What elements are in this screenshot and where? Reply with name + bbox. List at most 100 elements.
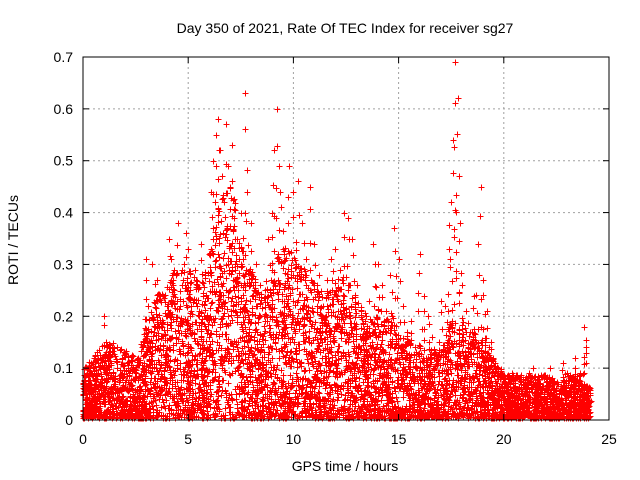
data-point bbox=[340, 292, 347, 299]
data-point bbox=[305, 360, 312, 367]
data-point bbox=[400, 394, 407, 401]
data-point bbox=[267, 325, 274, 332]
data-point bbox=[355, 300, 362, 307]
chart-title: Day 350 of 2021, Rate Of TEC Index for r… bbox=[177, 20, 514, 36]
data-point bbox=[216, 254, 223, 261]
data-point bbox=[226, 288, 233, 295]
data-point bbox=[341, 293, 348, 300]
data-point bbox=[266, 322, 273, 329]
data-point bbox=[287, 372, 294, 379]
data-point bbox=[334, 365, 341, 372]
data-point bbox=[225, 380, 232, 387]
data-point bbox=[207, 305, 214, 312]
data-point bbox=[363, 313, 370, 320]
data-point bbox=[245, 403, 252, 410]
data-point bbox=[285, 335, 292, 342]
data-point bbox=[231, 196, 238, 203]
data-point bbox=[318, 335, 325, 342]
data-point bbox=[295, 310, 302, 317]
data-point bbox=[208, 300, 215, 307]
data-point bbox=[285, 296, 292, 303]
data-point bbox=[297, 360, 304, 367]
data-point bbox=[371, 384, 378, 391]
data-point bbox=[332, 280, 339, 287]
data-point bbox=[349, 295, 356, 302]
data-point bbox=[215, 377, 222, 384]
data-point bbox=[285, 275, 292, 282]
data-point bbox=[287, 349, 294, 356]
data-point bbox=[434, 398, 441, 405]
data-point bbox=[269, 355, 276, 362]
data-point bbox=[316, 383, 323, 390]
data-point bbox=[223, 275, 230, 282]
data-point bbox=[233, 396, 240, 403]
data-point bbox=[261, 323, 268, 330]
data-point bbox=[341, 397, 348, 404]
data-point bbox=[395, 374, 402, 381]
data-point bbox=[338, 391, 345, 398]
data-point bbox=[204, 415, 211, 422]
data-point bbox=[249, 311, 256, 318]
data-point bbox=[293, 370, 300, 377]
data-point bbox=[341, 320, 348, 327]
data-point bbox=[212, 258, 219, 265]
data-point bbox=[177, 288, 184, 295]
data-point bbox=[289, 286, 296, 293]
data-point bbox=[462, 325, 469, 332]
data-point bbox=[375, 307, 382, 314]
data-point bbox=[393, 394, 400, 401]
data-point bbox=[338, 335, 345, 342]
data-point bbox=[301, 367, 308, 374]
data-points bbox=[80, 59, 595, 422]
data-point bbox=[222, 214, 229, 221]
data-point bbox=[220, 255, 227, 262]
data-point bbox=[117, 347, 124, 354]
data-point bbox=[319, 294, 326, 301]
data-point bbox=[350, 361, 357, 368]
data-point bbox=[206, 278, 213, 285]
data-point bbox=[346, 282, 353, 289]
data-point bbox=[153, 305, 160, 312]
data-point bbox=[233, 252, 240, 259]
data-point bbox=[169, 385, 176, 392]
data-point bbox=[215, 212, 222, 219]
data-point bbox=[315, 389, 322, 396]
data-point bbox=[372, 326, 379, 333]
data-point bbox=[339, 277, 346, 284]
data-point bbox=[392, 331, 399, 338]
data-point bbox=[180, 277, 187, 284]
data-point bbox=[191, 274, 198, 281]
data-point bbox=[335, 394, 342, 401]
data-point bbox=[216, 373, 223, 380]
data-point bbox=[356, 375, 363, 382]
data-point bbox=[232, 386, 239, 393]
data-point bbox=[232, 267, 239, 274]
data-point bbox=[167, 322, 174, 329]
data-point bbox=[459, 334, 466, 341]
grid-lines bbox=[83, 57, 609, 420]
data-point bbox=[226, 371, 233, 378]
data-point bbox=[335, 276, 342, 283]
data-point bbox=[301, 266, 308, 273]
data-point bbox=[242, 301, 249, 308]
data-point bbox=[307, 314, 314, 321]
data-point bbox=[378, 397, 385, 404]
data-point bbox=[204, 330, 211, 337]
data-point bbox=[230, 284, 237, 291]
data-point bbox=[232, 200, 239, 207]
data-point bbox=[218, 392, 225, 399]
data-point bbox=[194, 303, 201, 310]
data-point bbox=[253, 326, 260, 333]
data-point bbox=[154, 413, 161, 420]
data-point bbox=[300, 306, 307, 313]
data-point bbox=[222, 405, 229, 412]
data-point bbox=[379, 337, 386, 344]
data-point bbox=[362, 310, 369, 317]
data-point bbox=[219, 387, 226, 394]
data-point bbox=[459, 326, 466, 333]
data-point bbox=[466, 333, 473, 340]
data-point bbox=[294, 285, 301, 292]
data-point bbox=[218, 218, 225, 225]
data-point bbox=[315, 297, 322, 304]
